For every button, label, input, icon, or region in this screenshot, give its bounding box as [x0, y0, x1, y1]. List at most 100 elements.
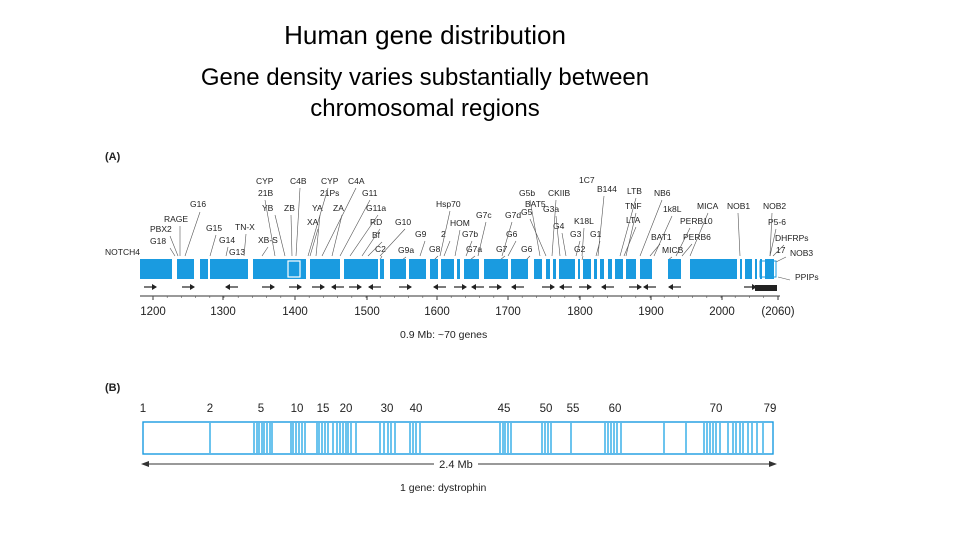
gene-label: XA [307, 217, 319, 227]
gene-label: G14 [219, 235, 235, 245]
pointer-line [309, 228, 319, 257]
gene-label: PERB6 [683, 232, 711, 242]
pointer-line [169, 235, 179, 257]
gene-label: G18 [150, 236, 166, 246]
gene-label: LTA [626, 215, 641, 225]
subtitle-line-2: chromosomal regions [310, 95, 540, 122]
arrow-head [601, 284, 606, 290]
gene-label: TNF [625, 201, 642, 211]
gene-label: YB [262, 203, 274, 213]
gene-block [430, 259, 438, 279]
gene-block [553, 259, 556, 279]
gene-block [310, 259, 340, 279]
pointer-line [623, 226, 637, 257]
exon-number-labels: 1 2 5 10 15 20 30 40 45 50 55 60 70 79 [140, 403, 777, 415]
gene-block [578, 259, 580, 279]
arrow-head [433, 284, 438, 290]
gene-label: P5-6 [768, 217, 786, 227]
axis-tick-label: 2000 [709, 306, 735, 318]
gene-label: G10 [395, 217, 411, 227]
arrow-head [668, 284, 673, 290]
gene-label: NOTCH4 [105, 247, 140, 257]
slide-title: Human gene distribution [284, 20, 566, 50]
gene-block [765, 259, 774, 279]
gene-label: Hsp70 [436, 199, 461, 209]
exon-number: 2 [207, 403, 213, 415]
exon-lines [209, 423, 764, 453]
pointer-line [561, 232, 567, 257]
pointer-line [243, 233, 247, 257]
pointer-line [689, 212, 709, 257]
arrow-head [297, 284, 302, 290]
gene-label: G13 [229, 247, 245, 257]
arrow-head [637, 284, 642, 290]
axis-tick-label: 1600 [424, 306, 450, 318]
arrow-head [270, 284, 275, 290]
gene-block [668, 259, 681, 279]
gene-label: C4B [290, 176, 307, 186]
gene-label: G5b [519, 188, 535, 198]
gene-label: BAT1 [651, 232, 672, 242]
pointer-line [367, 241, 383, 257]
gene-label: C2 [375, 244, 386, 254]
gene-block [608, 259, 612, 279]
gene-block [253, 259, 306, 279]
pointer-line [575, 240, 581, 257]
pointer-line [443, 240, 451, 257]
gene-label: G7d [505, 210, 521, 220]
pointer-line [675, 227, 691, 257]
pointer-line [274, 214, 286, 257]
gene-block [760, 259, 762, 279]
gene-label: 21B [258, 188, 273, 198]
arrow-head [225, 284, 230, 290]
pointer-line [477, 221, 487, 257]
arrow-head [511, 284, 516, 290]
panel-a-axis-ticks: 1200 1300 1400 1500 1600 1700 1800 1900 2000 (206… [140, 296, 795, 318]
pointer-line [321, 187, 357, 257]
gene-label: ZB [284, 203, 295, 213]
gene-block [546, 259, 550, 279]
pointer-line [290, 214, 293, 257]
gene-note: 1 gene: dystrophin [400, 482, 487, 494]
pointer-line [775, 256, 787, 263]
arrow-head [320, 284, 325, 290]
gene-label: NB6 [654, 188, 671, 198]
pointer-line [737, 212, 741, 257]
pointer-line [465, 240, 473, 257]
gene-label: 1k8L [663, 204, 682, 214]
exon-number: 5 [258, 403, 264, 415]
pointer-line [681, 243, 693, 257]
gene-block [745, 259, 752, 279]
gene-label: ZA [333, 203, 344, 213]
pointer-line [501, 221, 513, 257]
gene-label: HOM [450, 218, 470, 228]
gene-label: G9 [415, 229, 427, 239]
gene-label: PPIPs [795, 272, 819, 282]
pointer-line [315, 214, 321, 257]
gene-block [484, 259, 508, 279]
gene-block [740, 259, 742, 279]
exon-number: 30 [381, 403, 394, 415]
panel-a-label: (A) [105, 151, 121, 163]
gene-block [200, 259, 208, 279]
pointer-line [581, 255, 584, 261]
gene-label: G7c [476, 210, 492, 220]
pointer-line [261, 246, 269, 257]
exon-number: 20 [340, 403, 353, 415]
pointer-line [439, 210, 451, 257]
gene-outline [287, 260, 301, 278]
pointer-line [379, 228, 406, 257]
pointer-line [639, 199, 663, 257]
pointer-line [597, 195, 605, 257]
gene-label: DHFRPs [775, 233, 809, 243]
axis-tick-label: 1300 [210, 306, 236, 318]
gene-label: G7 [496, 244, 508, 254]
gene-label: CYP [321, 176, 339, 186]
arrow-head [643, 284, 648, 290]
arrow-head [471, 284, 476, 290]
arrow-head [357, 284, 362, 290]
gene-block [464, 259, 479, 279]
gene-label: PBX2 [150, 224, 172, 234]
gene-label: G16 [190, 199, 206, 209]
